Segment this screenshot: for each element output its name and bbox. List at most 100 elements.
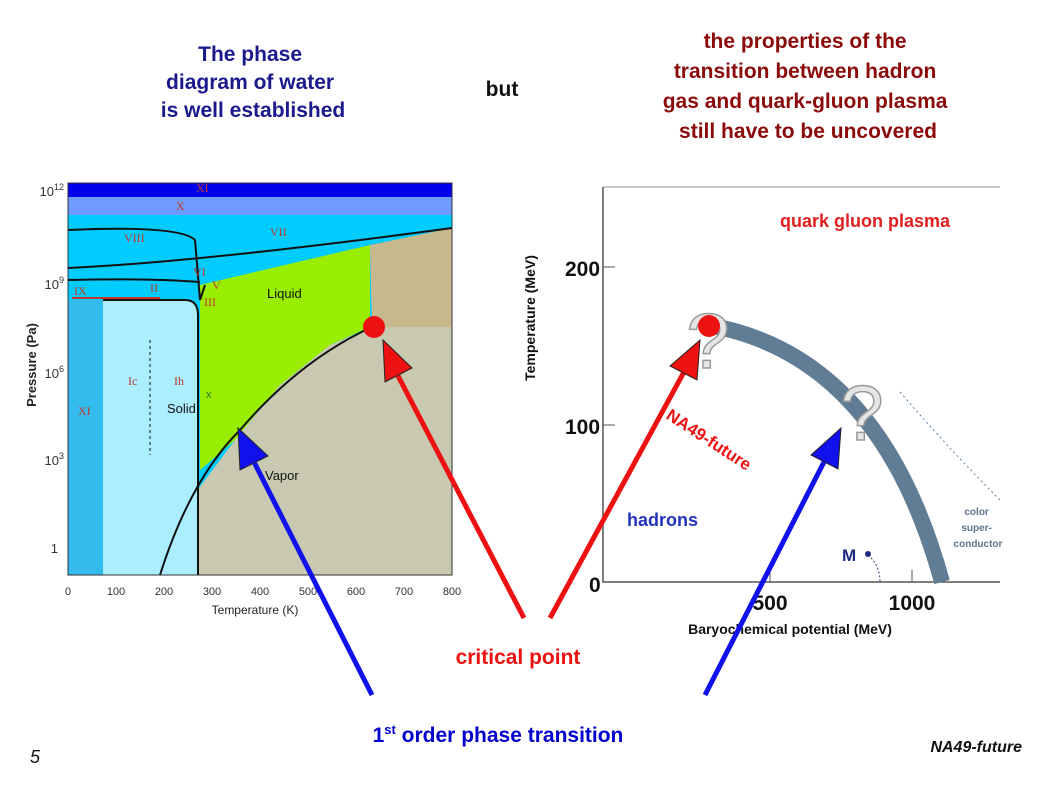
title-line: diagram of water	[166, 71, 334, 94]
arrow-head	[810, 426, 842, 470]
phase-label: Ic	[128, 374, 137, 388]
x-tick-label: 200	[155, 586, 173, 598]
label-line: super-	[961, 523, 992, 534]
base: 10	[40, 184, 54, 199]
region	[68, 183, 452, 197]
base: 10	[45, 453, 59, 468]
arrow-shaft	[250, 458, 375, 697]
base: 10	[45, 366, 59, 381]
exponent: 9	[59, 275, 64, 285]
y-tick-label: 200	[565, 258, 600, 281]
region	[68, 300, 103, 575]
label-line: conductor	[954, 539, 1003, 550]
phase-label: VIII	[124, 231, 145, 245]
question-mark: ?	[840, 369, 883, 457]
transition-band	[706, 317, 950, 585]
y-tick-label: 0	[589, 574, 601, 597]
footer-experiment: NA49-future	[930, 739, 1022, 756]
boundary	[67, 227, 453, 269]
region	[370, 228, 452, 327]
y-axis-label: Pressure (Pa)	[24, 323, 39, 407]
label-part: 1	[373, 724, 385, 747]
y-tick-label: 1	[51, 541, 58, 556]
y-tick-label: 109	[45, 275, 64, 292]
frame	[67, 182, 453, 576]
phase-label: XI	[196, 181, 209, 195]
y-tick-label: 103	[45, 451, 64, 468]
right-title: the properties of the transition between…	[663, 30, 954, 143]
title-line: gas and quark-gluon plasma	[663, 90, 948, 113]
title-line: transition between hadron	[674, 60, 937, 83]
y-axis-label: Temperature (MeV)	[522, 255, 538, 381]
critical-point-label: critical point	[456, 646, 581, 669]
x-tick-label: 700	[395, 586, 413, 598]
frame	[602, 187, 1000, 583]
critical-point-dot	[363, 316, 385, 338]
arrow-shaft	[393, 370, 527, 620]
phase-label: x	[206, 389, 212, 401]
boundary	[103, 299, 199, 575]
x-tick-label: 500	[752, 592, 787, 615]
exponent: 3	[59, 451, 64, 461]
color-sc-label: color super- conductor	[954, 507, 1003, 550]
region	[68, 197, 452, 215]
phase-label: Solid	[167, 401, 196, 416]
phase-label: X	[176, 199, 185, 213]
phase-label: XI	[78, 404, 91, 418]
title-line: the properties of the	[704, 30, 907, 53]
x-tick-label: 100	[107, 586, 125, 598]
y-ticks: 1012 109 106 103 1	[40, 182, 64, 556]
phase-label: Ih	[174, 374, 184, 388]
base: 10	[45, 277, 59, 292]
label-line: color	[964, 507, 989, 518]
x-tick-label: 800	[443, 586, 461, 598]
page-number: 5	[30, 747, 41, 767]
vapor-region	[160, 327, 452, 575]
x-tick-label: 400	[251, 586, 269, 598]
x-tick-label: 500	[299, 586, 317, 598]
arrow-head	[382, 338, 413, 383]
critical-point-dot	[698, 315, 720, 337]
water-diagram: XI X VIII VII VI V III IX II Liquid Ic I…	[24, 181, 461, 617]
x-tick-label: 600	[347, 586, 365, 598]
title-line: is well established	[161, 99, 345, 122]
transition-label: 1st order phase transition	[373, 722, 624, 747]
connector: but	[486, 78, 519, 101]
phase-label: V	[212, 278, 221, 292]
arrow-shaft	[702, 458, 828, 697]
qgp-label: quark gluon plasma	[780, 211, 951, 231]
exponent: 12	[54, 182, 64, 192]
y-tick-label: 100	[565, 416, 600, 439]
boundary	[199, 284, 206, 301]
phase-label: III	[204, 295, 216, 309]
phase-label: II	[150, 281, 158, 295]
x-tick-label: 1000	[889, 592, 936, 615]
arrow-head	[237, 426, 269, 471]
dotted-line	[899, 391, 1001, 501]
boundary	[67, 278, 201, 283]
phase-label: VI	[193, 265, 206, 279]
phase-label: VII	[270, 225, 287, 239]
phase-label: Liquid	[267, 286, 302, 301]
x-tick-label: 300	[203, 586, 221, 598]
label-part: order phase transition	[396, 724, 624, 747]
y-tick-label: 1012	[40, 182, 64, 199]
x-tick-label: 0	[65, 586, 71, 598]
exponent: 6	[59, 364, 64, 374]
y-tick-label: 106	[45, 364, 64, 381]
x-axis-label: Baryochemical potential (MeV)	[688, 621, 892, 637]
phase-label: Vapor	[265, 468, 299, 483]
x-axis-label: Temperature (K)	[212, 603, 299, 617]
label-sup: st	[384, 722, 396, 737]
m-label: M	[842, 546, 856, 565]
arrow-head	[669, 338, 701, 381]
title-line: The phase	[198, 43, 302, 66]
left-title: The phase diagram of water is well estab…	[161, 43, 345, 122]
arrow-shaft	[547, 370, 687, 620]
title-line: still have to be uncovered	[679, 120, 937, 143]
phase-label: IX	[74, 284, 87, 298]
hadrons-label: hadrons	[627, 510, 698, 530]
boundary	[67, 227, 201, 301]
